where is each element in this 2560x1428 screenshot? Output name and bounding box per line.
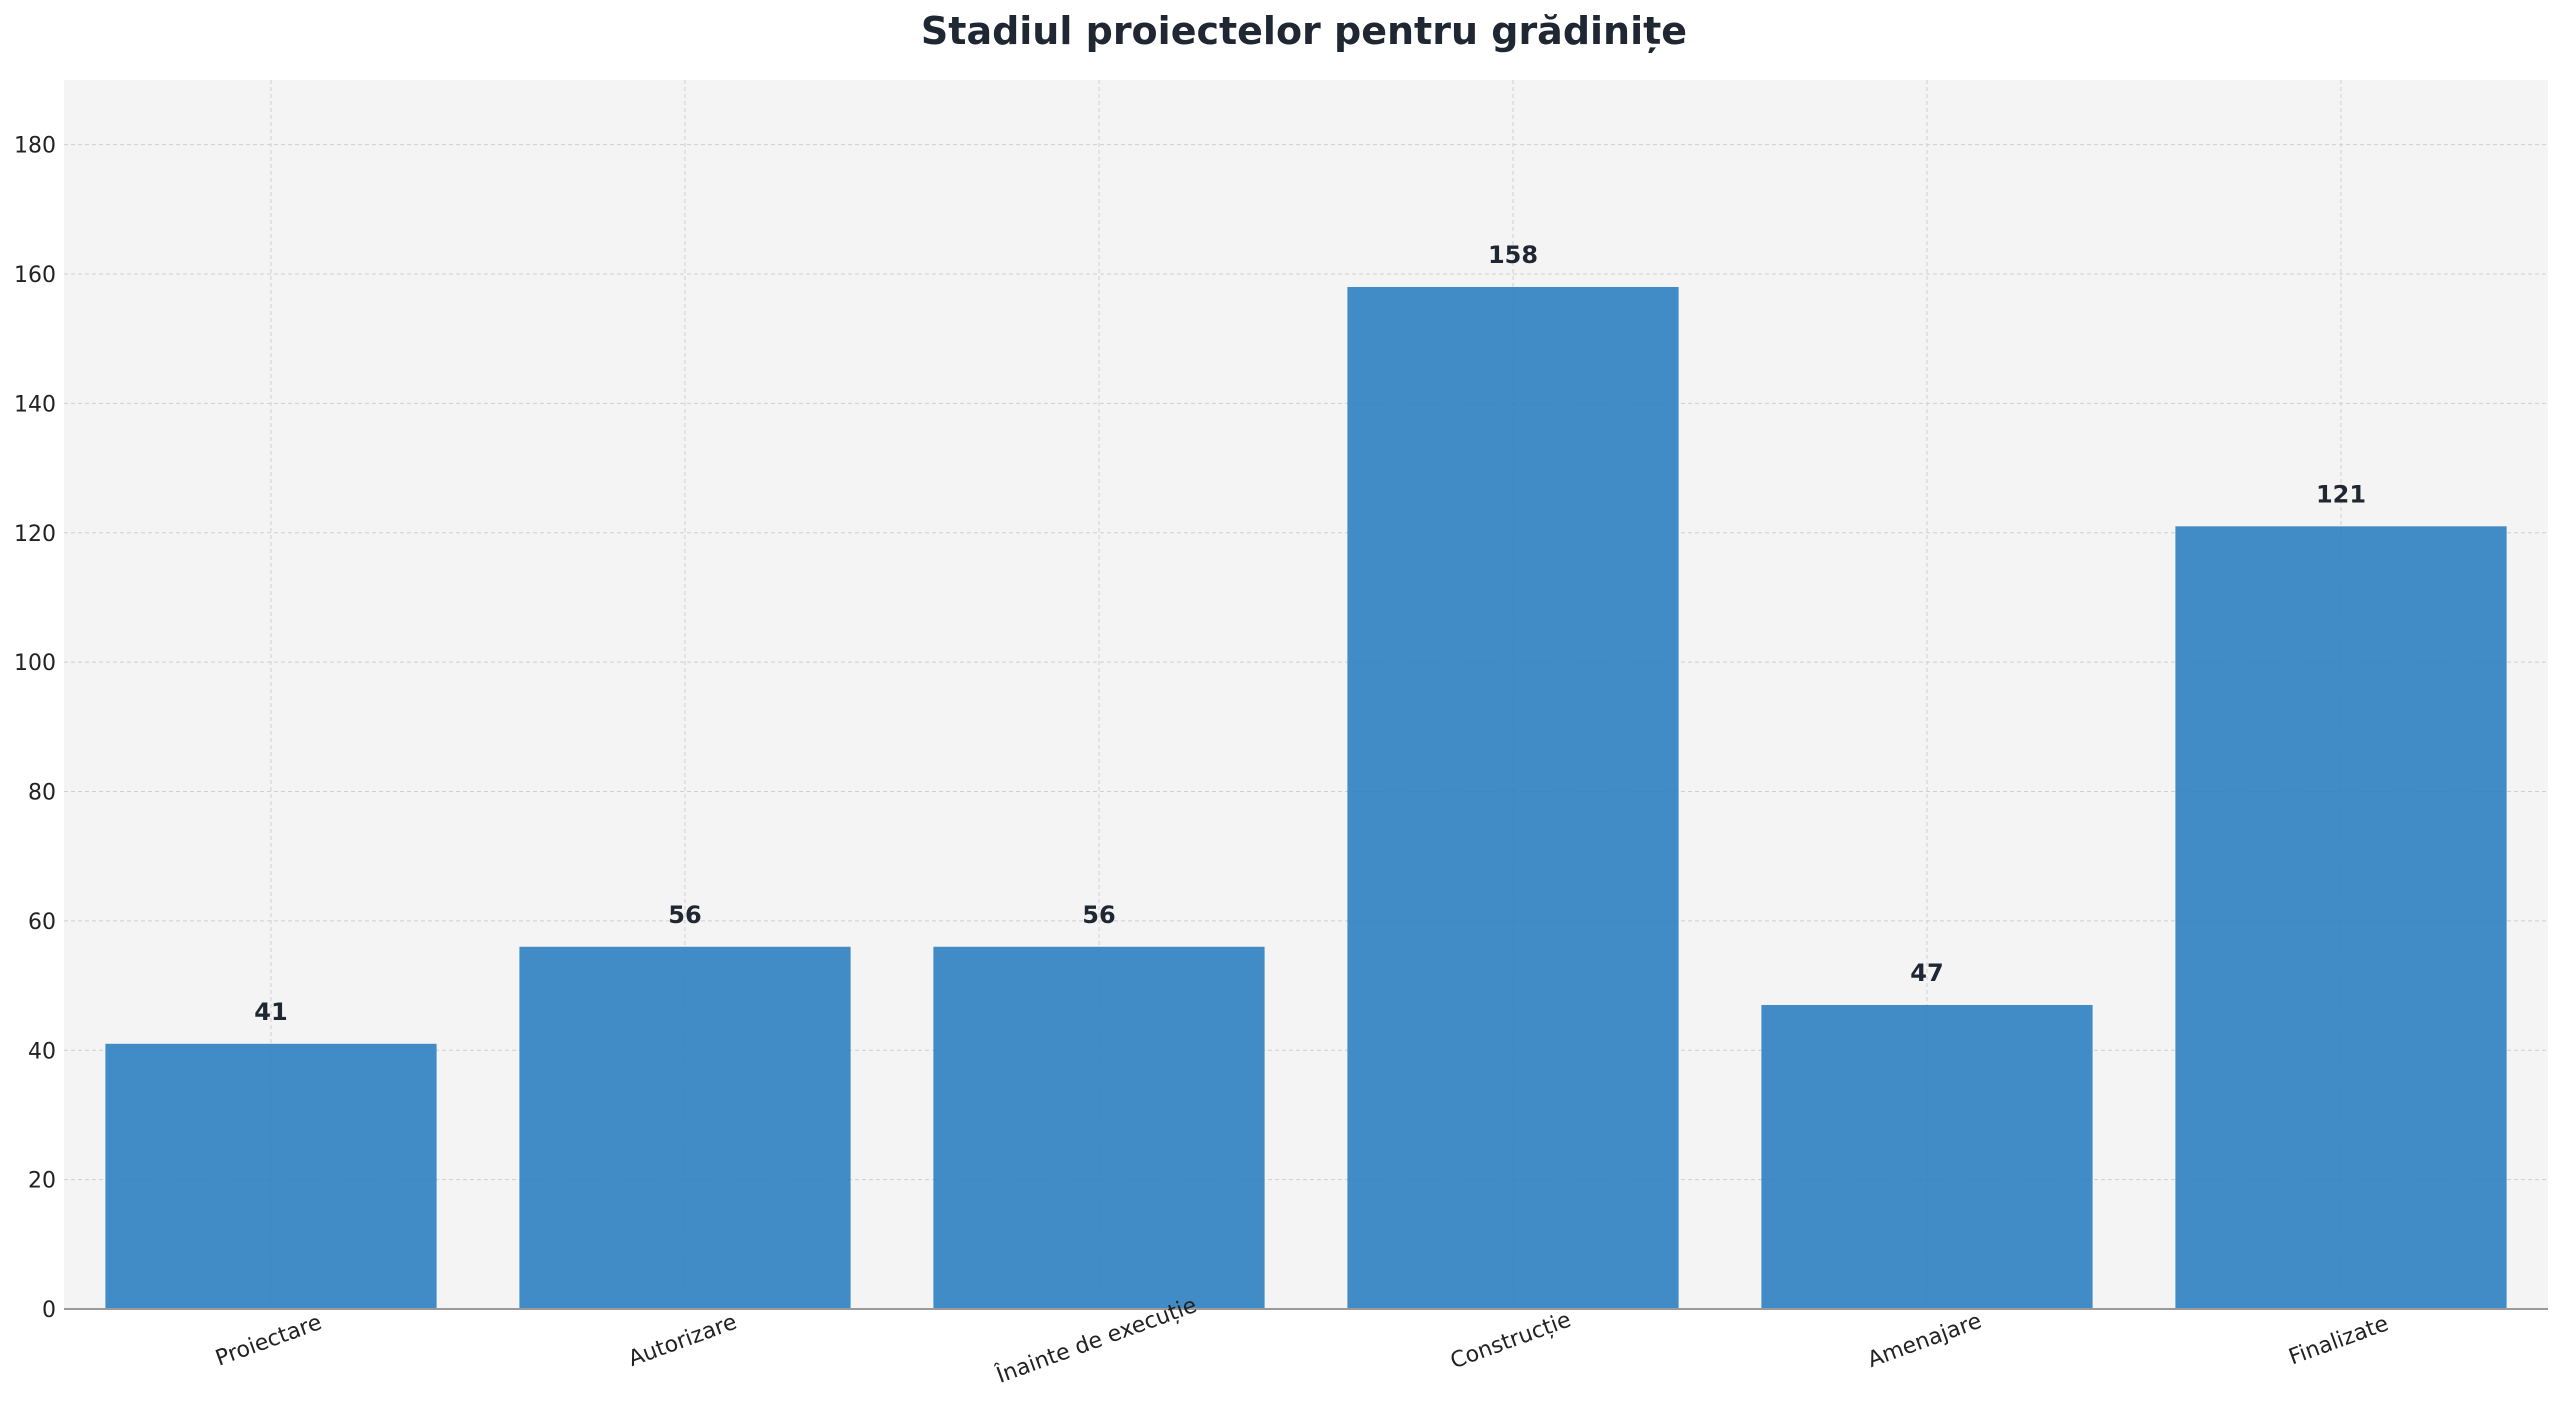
x-tick-label: Amenajare [1865,1309,1986,1373]
data-label: 56 [1082,901,1115,929]
y-tick-label: 0 [42,1298,56,1323]
bar-1 [519,946,851,1309]
x-tick-label: Finalizate [2286,1311,2392,1370]
data-label: 158 [1488,241,1538,269]
y-tick-label: 180 [14,134,56,159]
x-tick-label: Autorizare [625,1310,740,1372]
x-tick-label: Proiectare [212,1310,325,1371]
y-tick-label: 20 [28,1169,56,1194]
y-tick-label: 120 [14,522,56,547]
bar-5 [2175,526,2507,1309]
bars [105,286,2507,1309]
data-labels: 41 56 56 158 47 121 [254,241,2366,1026]
bar-2 [933,946,1265,1309]
y-tick-label: 80 [28,781,56,806]
y-tick-label: 140 [14,392,56,417]
y-tick-label: 40 [28,1039,56,1064]
bar-3 [1347,286,1679,1309]
chart-title: Stadiul proiectelor pentru grădinițe [921,9,1687,53]
data-label: 47 [1910,959,1943,987]
bar-4 [1761,1004,2093,1309]
y-tick-label: 100 [14,651,56,676]
y-tick-label: 160 [14,263,56,288]
y-tick-label: 60 [28,910,56,935]
y-axis-ticks: 0 20 40 60 80 100 120 140 160 180 [14,134,56,1323]
x-tick-label: Construcție [1447,1308,1574,1375]
data-label: 56 [668,901,701,929]
bar-0 [105,1043,437,1309]
data-label: 121 [2316,480,2366,508]
plot-area [64,80,2548,1309]
data-label: 41 [254,998,287,1026]
